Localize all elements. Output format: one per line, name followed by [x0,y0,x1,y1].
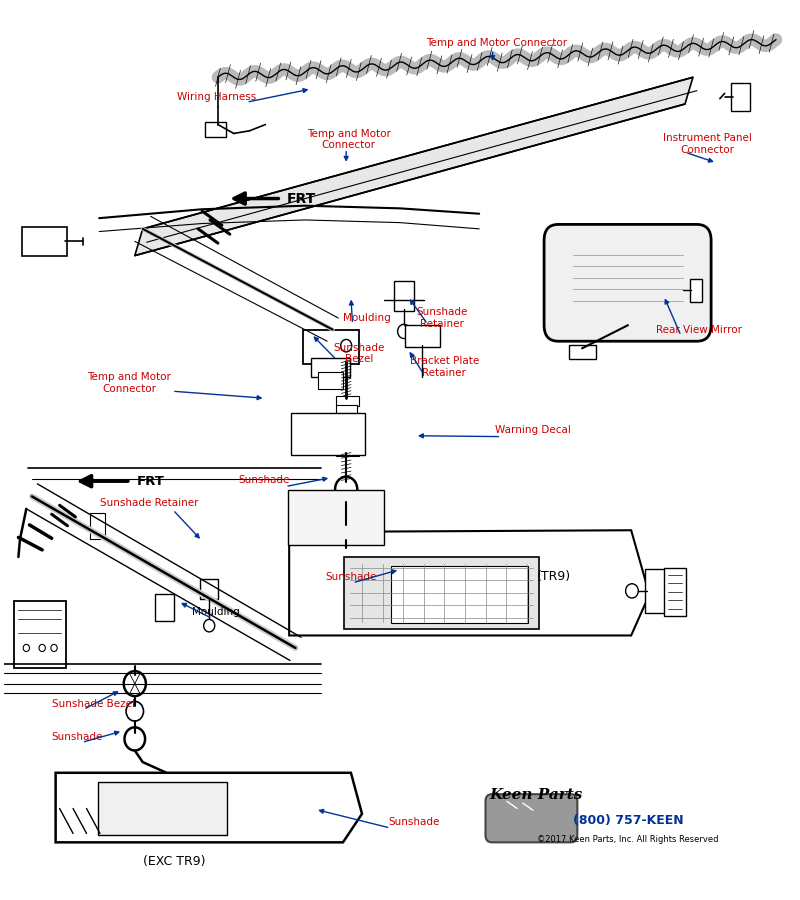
FancyBboxPatch shape [22,227,66,256]
FancyBboxPatch shape [90,513,105,539]
FancyBboxPatch shape [544,224,711,341]
Text: Sunshade: Sunshade [52,732,103,742]
Circle shape [398,324,410,338]
FancyBboxPatch shape [344,557,538,629]
Circle shape [339,524,354,540]
FancyBboxPatch shape [311,358,350,377]
Circle shape [23,644,30,652]
Circle shape [39,644,46,652]
FancyBboxPatch shape [206,122,226,137]
FancyBboxPatch shape [336,438,357,448]
Circle shape [204,619,214,632]
Text: Sunshade Retainer: Sunshade Retainer [100,498,198,508]
FancyBboxPatch shape [318,373,343,390]
FancyBboxPatch shape [337,413,354,423]
FancyBboxPatch shape [664,568,686,616]
Text: Warning Decal: Warning Decal [495,426,571,436]
Text: Sunshade: Sunshade [238,475,290,485]
FancyBboxPatch shape [645,569,668,613]
Circle shape [626,584,638,598]
Text: Rear View Mirror: Rear View Mirror [656,325,742,335]
Text: (800) 757-KEEN: (800) 757-KEEN [573,814,683,826]
FancyBboxPatch shape [569,345,595,359]
Text: Wiring Harness: Wiring Harness [177,92,256,102]
Circle shape [124,671,146,696]
FancyBboxPatch shape [302,329,359,364]
FancyBboxPatch shape [486,794,578,842]
Text: FRT: FRT [286,192,316,205]
FancyBboxPatch shape [337,421,353,431]
Text: Sunshade Bezel: Sunshade Bezel [52,699,134,709]
Text: (EXC TR9): (EXC TR9) [143,855,206,868]
Polygon shape [154,594,174,621]
Text: Bracket Plate
Retainer: Bracket Plate Retainer [410,356,479,378]
Polygon shape [56,773,362,842]
Circle shape [125,727,145,751]
Text: Temp and Motor Connector: Temp and Motor Connector [426,39,567,49]
Text: Instrument Panel
Connector: Instrument Panel Connector [662,133,752,155]
FancyBboxPatch shape [690,279,702,302]
FancyBboxPatch shape [394,281,414,310]
Polygon shape [289,530,650,635]
Circle shape [51,644,58,652]
Text: ©2017 Keen Parts, Inc. All Rights Reserved: ©2017 Keen Parts, Inc. All Rights Reserv… [538,835,718,844]
Text: Sunshade: Sunshade [389,817,440,827]
Text: Sunshade: Sunshade [326,572,377,581]
Polygon shape [134,77,693,256]
Text: Keen Parts: Keen Parts [490,788,583,802]
FancyBboxPatch shape [288,491,384,544]
Circle shape [341,339,352,352]
FancyBboxPatch shape [98,782,226,835]
FancyBboxPatch shape [405,325,439,346]
Text: Sunshade
Retainer: Sunshade Retainer [416,307,468,328]
FancyBboxPatch shape [731,83,750,112]
Circle shape [335,477,358,501]
Polygon shape [201,580,218,598]
Text: Temp and Motor
Connector: Temp and Motor Connector [87,373,171,394]
Text: Moulding: Moulding [193,608,240,617]
FancyBboxPatch shape [336,405,357,415]
Circle shape [126,701,143,721]
FancyBboxPatch shape [337,430,354,439]
FancyBboxPatch shape [336,397,359,406]
FancyBboxPatch shape [336,446,359,456]
Text: Moulding: Moulding [343,313,390,323]
Text: Temp and Motor
Connector: Temp and Motor Connector [306,129,390,150]
FancyBboxPatch shape [390,566,528,623]
Text: Sunshade
Bezel: Sunshade Bezel [333,343,385,364]
FancyBboxPatch shape [290,412,365,455]
FancyBboxPatch shape [14,600,66,669]
Text: FRT: FRT [136,474,164,488]
Text: (TR9): (TR9) [538,570,571,583]
